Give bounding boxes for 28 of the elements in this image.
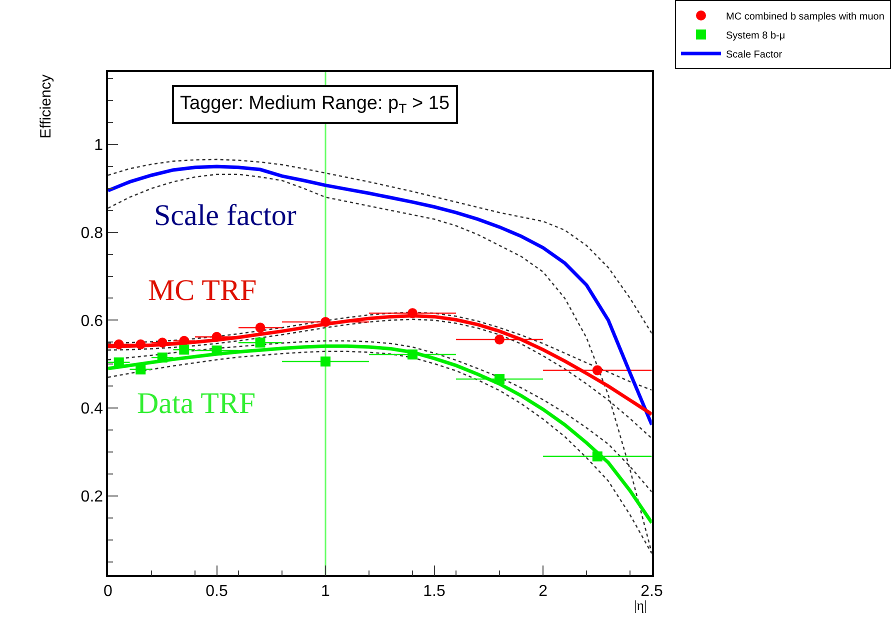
point — [320, 356, 331, 366]
point — [179, 344, 190, 355]
text: Tagger: Medium Range: p$_{T}$ > 15 — [180, 93, 450, 116]
x-tick-label: 0 — [104, 582, 113, 600]
point — [255, 322, 266, 333]
annotation: Data TRF — [137, 387, 256, 420]
y-tick-label: 0.4 — [80, 400, 104, 418]
x-tick-label: 2 — [538, 582, 548, 600]
annotation: MC TRF — [148, 274, 257, 307]
point — [255, 338, 266, 348]
legend-label: System 8 b-μ — [726, 30, 786, 42]
x-axis-title: |η| — [634, 599, 647, 614]
y-tick-label: 1 — [94, 137, 104, 154]
legend-label: Scale Factor — [726, 49, 783, 60]
y-tick-label: 0.8 — [80, 224, 104, 242]
x-tick-label: 2.5 — [640, 582, 663, 600]
x-tick-label: 1 — [321, 582, 330, 600]
y-tick-label: 0.6 — [80, 312, 104, 330]
y-tick-label: 0.2 — [80, 488, 104, 506]
line-series — [108, 158, 652, 334]
x-tick-label: 1.5 — [423, 582, 446, 600]
line-series — [108, 164, 652, 427]
y-axis-title: Efficiency — [37, 74, 54, 138]
point — [592, 365, 602, 376]
x-tick-label: 0.5 — [206, 582, 228, 600]
annotation: Scale factor — [154, 199, 296, 232]
legend-label: MC combined b samples with muon — [726, 11, 884, 22]
point — [494, 334, 505, 345]
